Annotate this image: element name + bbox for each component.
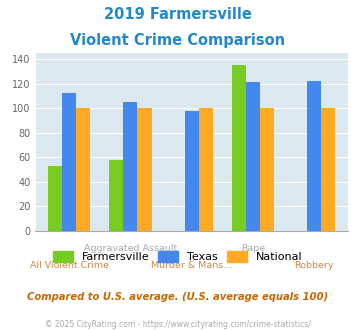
Text: Robbery: Robbery	[294, 261, 334, 270]
Bar	[48, 166, 62, 231]
Text: Aggravated Assault: Aggravated Assault	[84, 244, 177, 253]
Bar	[62, 93, 76, 231]
Bar	[246, 82, 260, 231]
Bar	[124, 102, 137, 231]
Bar	[260, 108, 274, 231]
Bar	[232, 65, 246, 231]
Text: All Violent Crime: All Violent Crime	[30, 261, 109, 270]
Text: Compared to U.S. average. (U.S. average equals 100): Compared to U.S. average. (U.S. average …	[27, 292, 328, 302]
Text: Murder & Mans...: Murder & Mans...	[151, 261, 232, 270]
Bar	[76, 108, 90, 231]
Text: Rape: Rape	[241, 244, 265, 253]
Bar	[321, 108, 335, 231]
Bar	[199, 108, 213, 231]
Bar	[185, 111, 199, 231]
Bar	[109, 160, 124, 231]
Text: Violent Crime Comparison: Violent Crime Comparison	[70, 33, 285, 48]
Text: 2019 Farmersville: 2019 Farmersville	[104, 7, 251, 21]
Text: © 2025 CityRating.com - https://www.cityrating.com/crime-statistics/: © 2025 CityRating.com - https://www.city…	[45, 320, 310, 329]
Bar	[307, 81, 321, 231]
Legend: Farmersville, Texas, National: Farmersville, Texas, National	[48, 247, 307, 267]
Bar	[137, 108, 152, 231]
